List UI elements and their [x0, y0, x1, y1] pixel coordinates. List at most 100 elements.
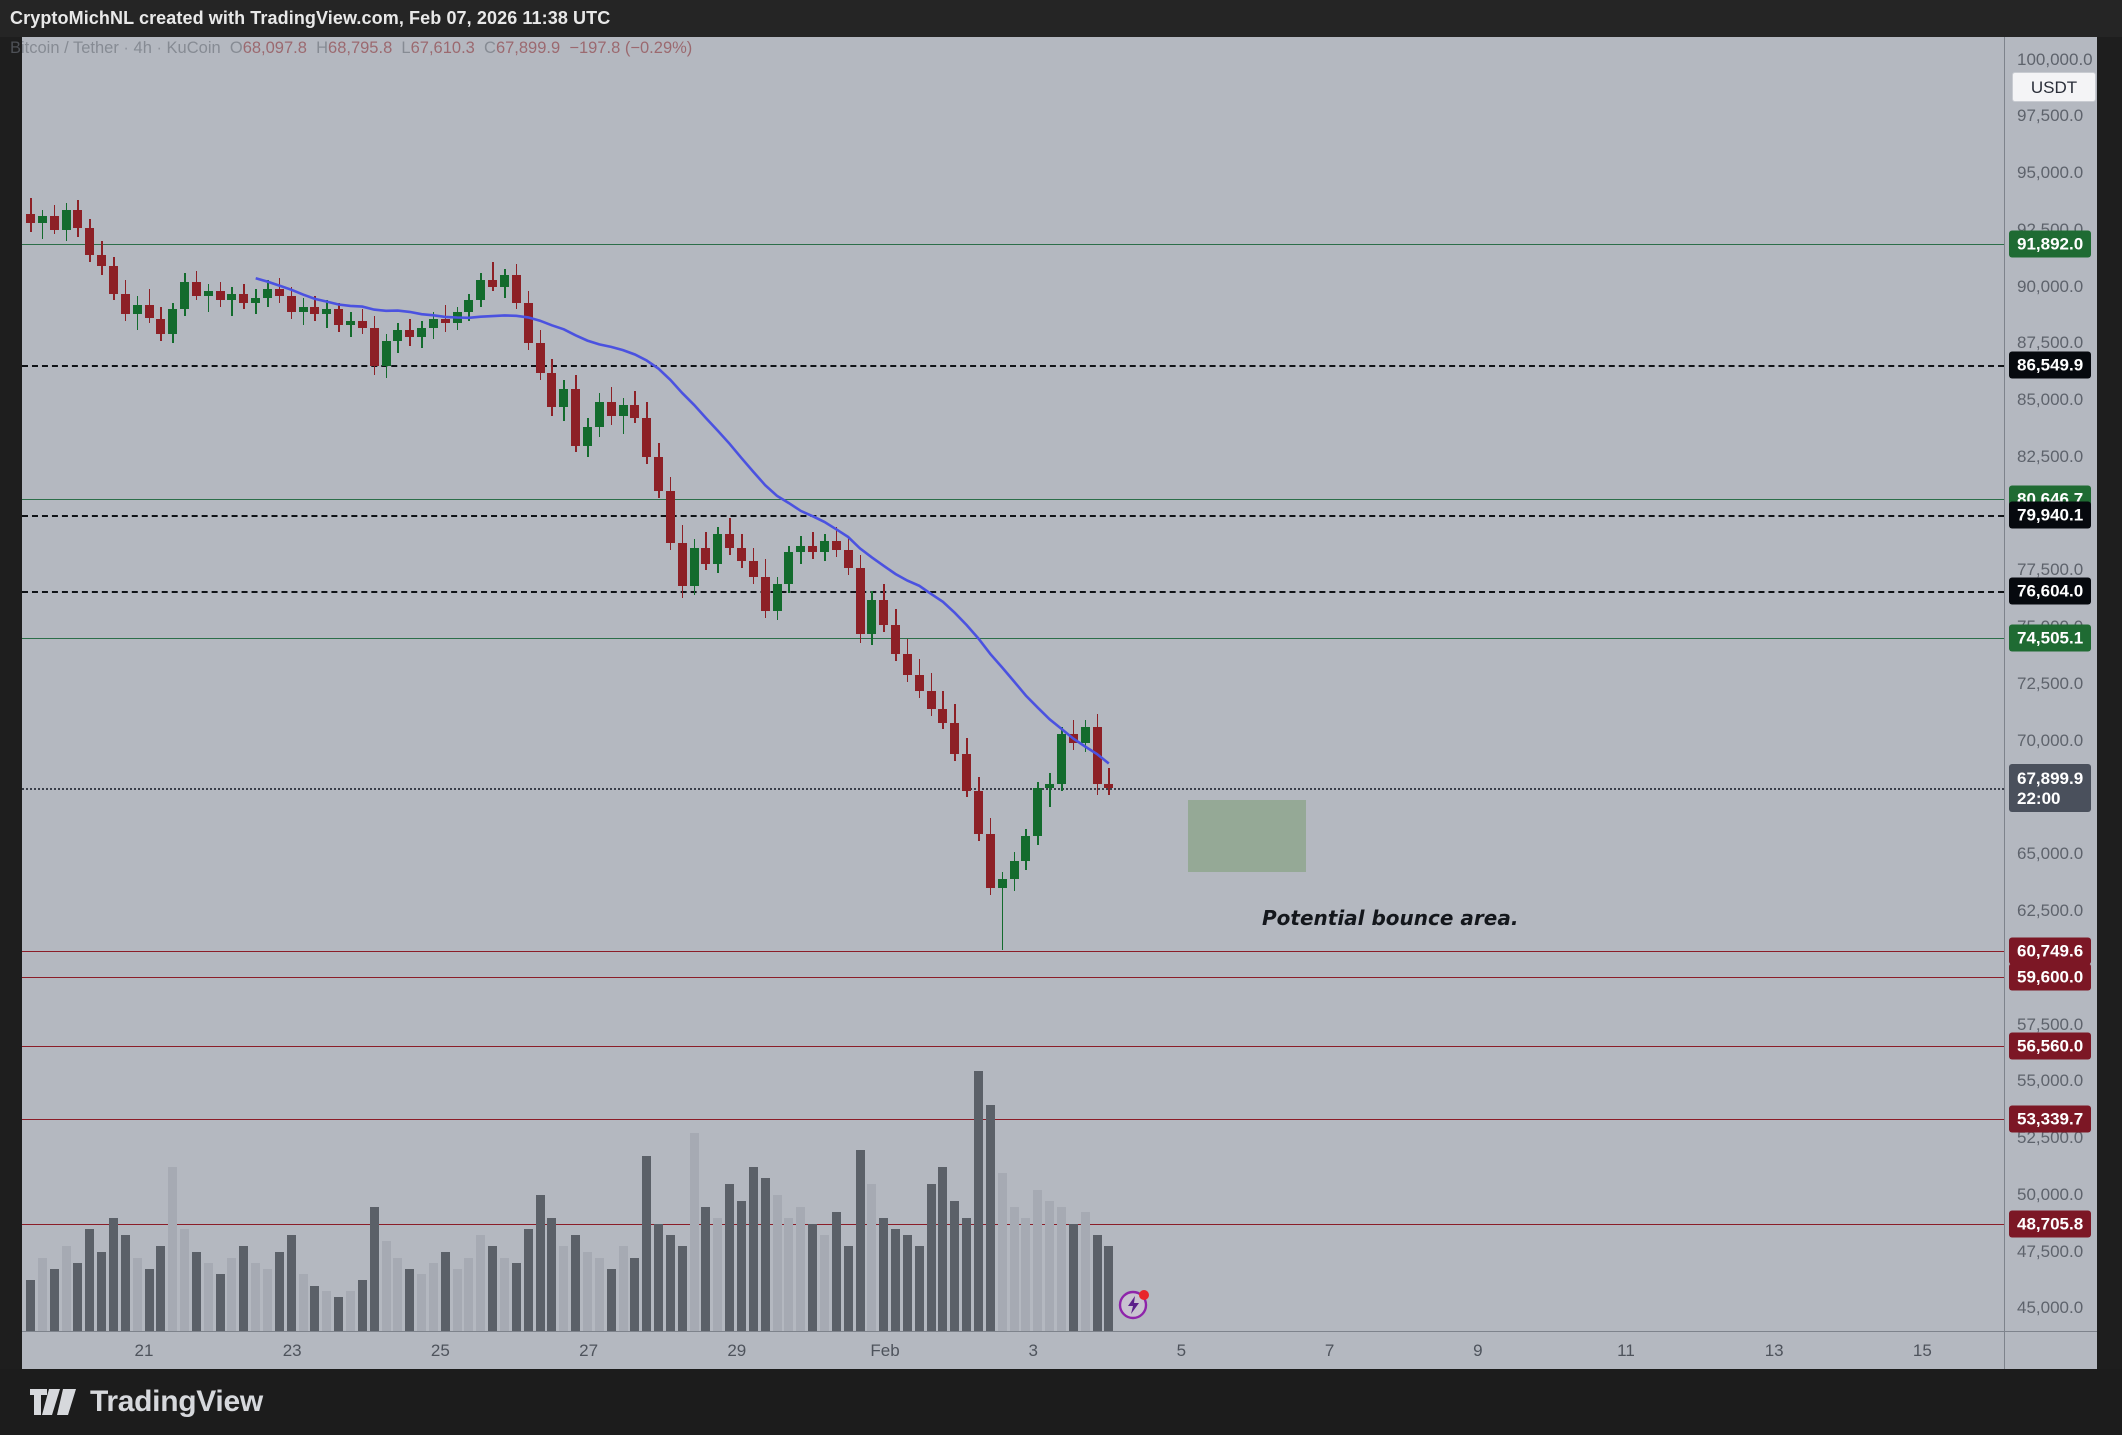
- candle-body: [1080, 727, 1090, 744]
- time-axis[interactable]: 2123252729Feb357911131517: [22, 1331, 2096, 1370]
- candle-body: [974, 790, 983, 834]
- chart-container[interactable]: Bitcoin / Tether · 4h · KuCoin O68,097.8…: [0, 37, 2122, 1370]
- level-line[interactable]: [22, 515, 2004, 518]
- candle-body: [1009, 861, 1019, 880]
- price-level-tag[interactable]: 59,600.0: [2009, 963, 2092, 991]
- candle-body: [701, 547, 711, 564]
- watermark-text: CryptoMichNL created with TradingView.co…: [10, 8, 611, 28]
- volume-bar: [298, 1274, 308, 1331]
- price-level-tag[interactable]: 79,940.1: [2009, 501, 2092, 529]
- price-level-tag[interactable]: 56,560.0: [2009, 1032, 2092, 1060]
- volume-bar: [974, 1071, 983, 1331]
- watermark-footer: TradingView: [0, 1369, 2122, 1435]
- volume-bar: [523, 1229, 533, 1331]
- candle-body: [772, 584, 782, 612]
- volume-bar: [819, 1234, 829, 1331]
- price-level-tag[interactable]: 91,892.0: [2009, 230, 2092, 258]
- candle-body: [725, 534, 735, 548]
- candle-body: [784, 552, 794, 585]
- price-tag-value: 91,892.0: [2017, 234, 2084, 254]
- price-level-tag[interactable]: 53,339.7: [2009, 1105, 2092, 1133]
- candle-body: [582, 427, 592, 446]
- level-line[interactable]: [22, 788, 2004, 791]
- candle-wick: [1049, 772, 1051, 807]
- legend-interval[interactable]: 4h: [133, 39, 152, 57]
- tradingview-mark-icon: [30, 1389, 76, 1415]
- candle-body: [334, 309, 344, 326]
- candle-body: [819, 540, 829, 553]
- price-tick-label: 45,000.0: [2017, 1298, 2084, 1318]
- level-line[interactable]: [22, 365, 2004, 368]
- price-level-tag[interactable]: 60,749.6: [2009, 937, 2092, 965]
- volume-bar: [381, 1240, 391, 1331]
- candle-body: [902, 654, 912, 675]
- bounce-area-label[interactable]: Potential bounce area.: [1262, 906, 1519, 931]
- time-tick-label: 11: [1617, 1341, 1635, 1360]
- candle-body: [500, 275, 509, 287]
- price-level-tag[interactable]: 74,505.1: [2009, 624, 2092, 652]
- candle-body: [950, 722, 960, 755]
- price-pane[interactable]: Potential bounce area.: [22, 37, 2004, 1331]
- volume-bar: [547, 1217, 557, 1331]
- price-tick-label: 85,000.0: [2017, 390, 2084, 410]
- price-tick-label: 82,500.0: [2017, 446, 2084, 466]
- price-axis[interactable]: 100,000.097,500.095,000.092,500.090,000.…: [2004, 37, 2097, 1331]
- price-tag-value: 48,705.8: [2017, 1214, 2084, 1234]
- watermark-header: CryptoMichNL created with TradingView.co…: [0, 0, 2122, 37]
- level-line[interactable]: [22, 976, 2004, 978]
- volume-bar: [464, 1257, 474, 1331]
- level-line[interactable]: [22, 590, 2004, 593]
- candle-body: [345, 320, 355, 326]
- candle-body: [511, 275, 521, 303]
- price-tick-label: 65,000.0: [2017, 844, 2084, 864]
- candle-body: [713, 534, 723, 564]
- alert-lightning-icon[interactable]: [1118, 1287, 1152, 1321]
- candle-body: [914, 674, 924, 691]
- price-tag-value: 74,505.1: [2017, 628, 2084, 648]
- candle-body: [1045, 783, 1055, 789]
- candle-body: [547, 372, 557, 408]
- volume-bar: [938, 1167, 948, 1331]
- candle-body: [393, 329, 403, 342]
- level-line[interactable]: [22, 1045, 2004, 1047]
- level-line[interactable]: [22, 950, 2004, 952]
- candle-wick: [492, 261, 494, 292]
- volume-bar: [535, 1195, 545, 1331]
- level-line[interactable]: [22, 638, 2004, 640]
- legend-exchange[interactable]: KuCoin: [166, 39, 221, 57]
- candle-body: [61, 209, 71, 230]
- candle-body: [523, 302, 533, 344]
- time-tick-label: 23: [282, 1341, 302, 1360]
- candle-body: [26, 214, 35, 224]
- level-line[interactable]: [22, 499, 2004, 501]
- bounce-area-rectangle[interactable]: [1188, 799, 1306, 873]
- chart-legend[interactable]: Bitcoin / Tether · 4h · KuCoin O68,097.8…: [10, 39, 693, 57]
- volume-bar: [654, 1223, 664, 1331]
- level-line[interactable]: [22, 1118, 2004, 1120]
- price-tick-label: 50,000.0: [2017, 1184, 2084, 1204]
- candle-body: [737, 547, 746, 562]
- legend-symbol[interactable]: Bitcoin / Tether: [10, 39, 119, 57]
- volume-bar: [594, 1257, 604, 1331]
- price-tag-value: 59,600.0: [2017, 967, 2084, 987]
- volume-bar: [440, 1251, 450, 1331]
- price-level-tag[interactable]: 86,549.9: [2009, 351, 2092, 379]
- legend-low-label: L: [401, 39, 411, 57]
- volume-bar: [606, 1268, 616, 1331]
- time-tick-label: 29: [727, 1341, 747, 1360]
- price-level-tag[interactable]: 48,705.8: [2009, 1210, 2092, 1238]
- volume-bar: [1021, 1217, 1031, 1331]
- volume-bar: [867, 1184, 877, 1331]
- currency-badge[interactable]: USDT: [2012, 72, 2096, 102]
- volume-bar: [665, 1234, 675, 1331]
- candle-body: [227, 293, 237, 301]
- price-level-tag[interactable]: 76,604.0: [2009, 577, 2092, 605]
- volume-bar: [286, 1234, 296, 1331]
- candle-body: [1056, 733, 1066, 784]
- volume-bar: [1104, 1246, 1114, 1331]
- current-price-tag[interactable]: 67,899.9 22:00: [2009, 764, 2092, 813]
- candle-body: [37, 216, 47, 224]
- time-tick-label: 25: [430, 1341, 450, 1360]
- candle-body: [203, 291, 213, 296]
- level-line[interactable]: [22, 243, 2004, 245]
